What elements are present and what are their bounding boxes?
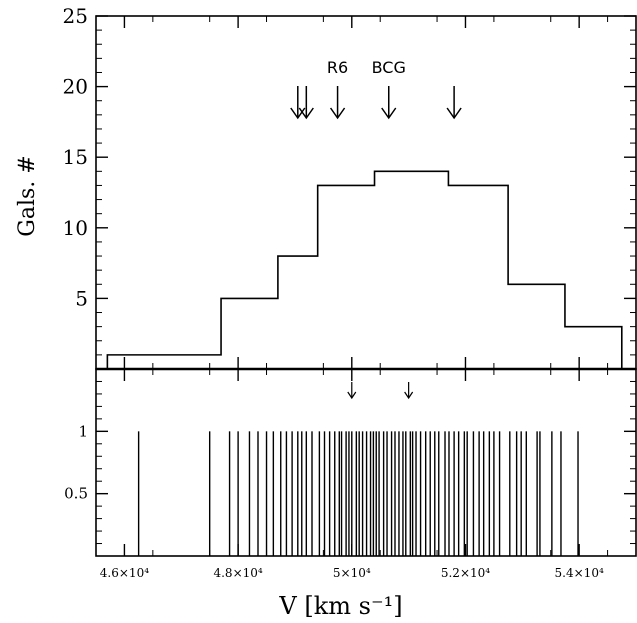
histogram-panel: 5 10 15 20 25 R6 BCG: [63, 4, 637, 370]
y-tick-label: 25: [63, 4, 88, 28]
histogram-bar: [221, 298, 278, 369]
small-arrow-head: [347, 391, 357, 400]
x-tick-label: 5×10⁴: [333, 566, 371, 580]
y-tick-label: 5: [75, 286, 88, 310]
histogram-bar: [375, 171, 449, 369]
x-tick-label: 5.4×10⁴: [555, 566, 604, 580]
x-axis-label: V [km s⁻¹]: [278, 592, 402, 620]
rug-panel: 0.5 1 4.6×10⁴ 4.8×10⁴ 5×10⁴ 5.2×10⁴ 5.4×10⁴: [64, 367, 637, 580]
histogram-bar: [565, 327, 622, 369]
histogram-bar: [318, 185, 375, 369]
arrow-head: [446, 107, 462, 120]
axis-labels: Gals. # V [km s⁻¹]: [15, 155, 403, 620]
arrow-label: BCG: [372, 58, 406, 77]
arrow-label: R6: [327, 58, 348, 77]
y-tick-label: 0.5: [64, 485, 88, 503]
y-tick-label: 15: [63, 145, 88, 169]
histogram-bar: [508, 284, 565, 369]
arrow-head: [298, 107, 314, 120]
histogram-bar: [107, 355, 221, 369]
histogram-bar: [278, 256, 318, 369]
small-arrow-head: [404, 391, 414, 400]
arrow-head: [329, 107, 346, 120]
histogram-steps: [106, 170, 623, 369]
y-tick-label: 20: [63, 75, 88, 99]
x-tick-label: 5.2×10⁴: [441, 566, 490, 580]
y-axis-label: Gals. #: [15, 155, 40, 236]
y-tick-label: 10: [63, 216, 88, 240]
arrow-head: [381, 107, 397, 120]
y-tick-label: 1: [78, 422, 88, 440]
x-tick-label: 4.8×10⁴: [213, 566, 262, 580]
x-tick-label: 4.6×10⁴: [100, 566, 149, 580]
histogram-bar: [448, 185, 508, 369]
